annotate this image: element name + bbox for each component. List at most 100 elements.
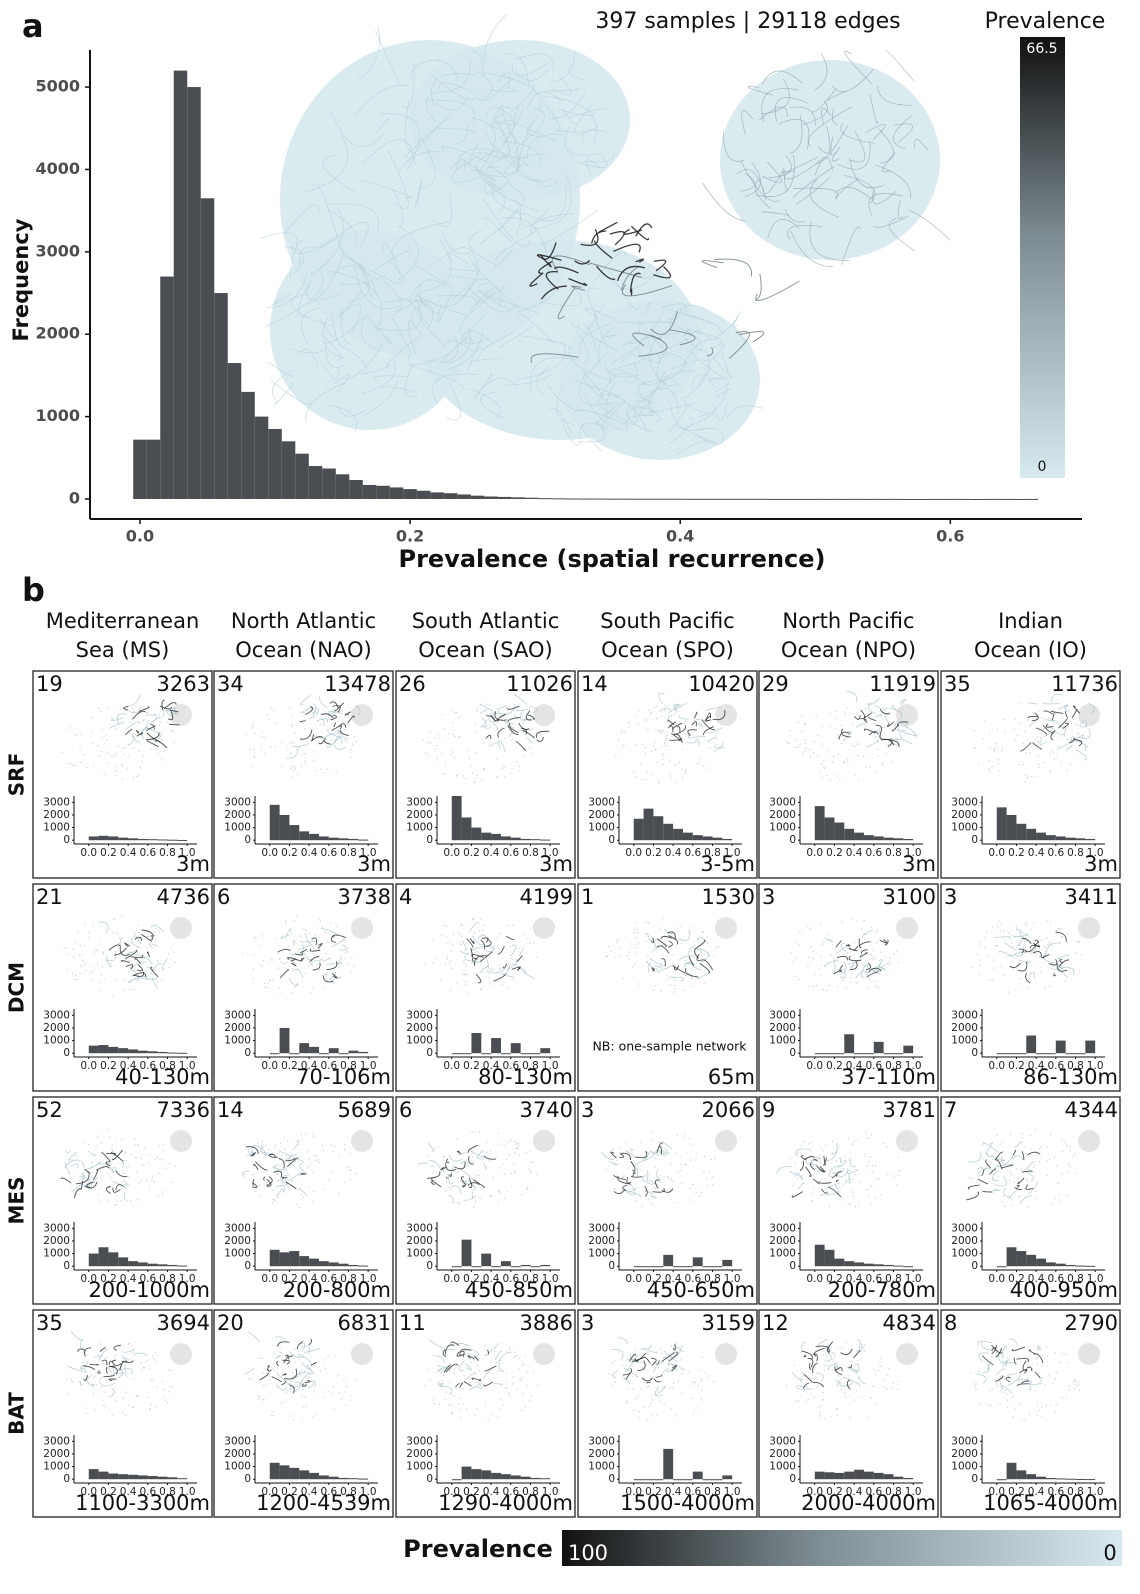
network-edge [486, 970, 491, 975]
network-node [122, 1170, 124, 1172]
network-node [1015, 989, 1017, 991]
bar [289, 1053, 300, 1055]
network-node [115, 1203, 117, 1206]
network-node [275, 722, 277, 725]
network-edge [109, 1387, 115, 1398]
network-node [264, 752, 266, 755]
network-edge [508, 722, 519, 734]
network-edge [432, 75, 476, 101]
network-node [822, 940, 825, 943]
mini-x-tick-label: 0.8 [704, 847, 721, 859]
network-node [845, 987, 848, 989]
network-node [866, 1165, 869, 1167]
network-edge [706, 715, 712, 722]
sample-count: 3 [581, 1311, 594, 1335]
network-node [96, 745, 99, 747]
network-node [829, 1415, 832, 1418]
network-node [344, 728, 346, 731]
network-node [973, 729, 976, 732]
network-edge [658, 692, 665, 703]
bar [1065, 1053, 1076, 1055]
column-header: Indian [998, 609, 1063, 633]
mini-y-tick-label: 3000 [588, 1222, 615, 1234]
mini-x-tick-label: 0.4 [483, 1486, 500, 1498]
network-node [650, 1396, 652, 1398]
network-node [474, 1413, 476, 1416]
network-edge [672, 424, 711, 442]
network-node [680, 1169, 682, 1171]
network-node [161, 738, 163, 740]
network-edge [311, 734, 315, 741]
network-node [1040, 1382, 1043, 1385]
network-node [713, 750, 716, 752]
edge-count: 3411 [1065, 885, 1118, 909]
mini-x-tick-label: 1.0 [905, 1060, 922, 1072]
network-edge [646, 1170, 649, 1183]
network-edge [533, 108, 545, 132]
network-node [99, 981, 101, 983]
bar [834, 1472, 845, 1480]
network-node [1068, 1389, 1070, 1392]
network-node [304, 728, 306, 730]
network-node [897, 1380, 899, 1383]
network-node [854, 969, 856, 971]
network-node [621, 745, 624, 747]
bar [530, 1477, 541, 1480]
network-edge [687, 729, 697, 737]
network-node [458, 716, 460, 719]
network-node [509, 945, 512, 948]
network-node [636, 931, 639, 934]
network-edge [138, 706, 150, 712]
network-node [979, 944, 982, 947]
network-node [657, 1390, 660, 1393]
network-edge [755, 177, 771, 209]
network-node [1040, 971, 1042, 973]
network-node [611, 1148, 614, 1151]
network-edge [878, 960, 891, 968]
bar [873, 1041, 884, 1054]
network-edge [144, 710, 155, 716]
network-node [680, 1359, 682, 1361]
network-edge [117, 713, 127, 725]
network-edge [440, 1166, 447, 1171]
network-node [516, 1354, 519, 1357]
network-node [283, 1136, 285, 1138]
network-edge [577, 153, 608, 168]
network-node [316, 711, 318, 713]
network-edge [992, 1169, 999, 1182]
network-edge [471, 953, 484, 958]
network-edge [274, 382, 294, 406]
network-edge [762, 168, 785, 195]
bar [430, 492, 444, 499]
bar [854, 1053, 864, 1055]
network-node [822, 760, 825, 762]
network-node [302, 1196, 305, 1199]
network-edge [608, 270, 661, 290]
network-node [995, 743, 997, 745]
network-node [1025, 752, 1028, 754]
mini-x-tick-label: 0.0 [625, 1273, 642, 1285]
network-node [872, 949, 874, 951]
network-edge [868, 731, 879, 736]
network-node [818, 1414, 821, 1416]
network-node [793, 1364, 796, 1367]
network-node [72, 948, 75, 950]
bar [632, 498, 647, 500]
network-node [323, 1359, 326, 1361]
network-node [661, 966, 663, 968]
sample-count: 19 [36, 672, 63, 696]
network-node [997, 1385, 999, 1387]
mini-y-tick-label: 1000 [769, 822, 796, 834]
network-edge [1028, 1349, 1036, 1355]
network-node [1022, 742, 1025, 745]
network-node [850, 1189, 853, 1191]
network-edge [455, 1383, 460, 1388]
network-node [703, 729, 705, 732]
network-edge [288, 1155, 295, 1166]
network-edge [1079, 719, 1088, 728]
network-node [103, 978, 106, 980]
network-node [266, 714, 269, 716]
network-edge [848, 947, 858, 952]
network-node [462, 775, 465, 777]
network-node [263, 1384, 265, 1387]
